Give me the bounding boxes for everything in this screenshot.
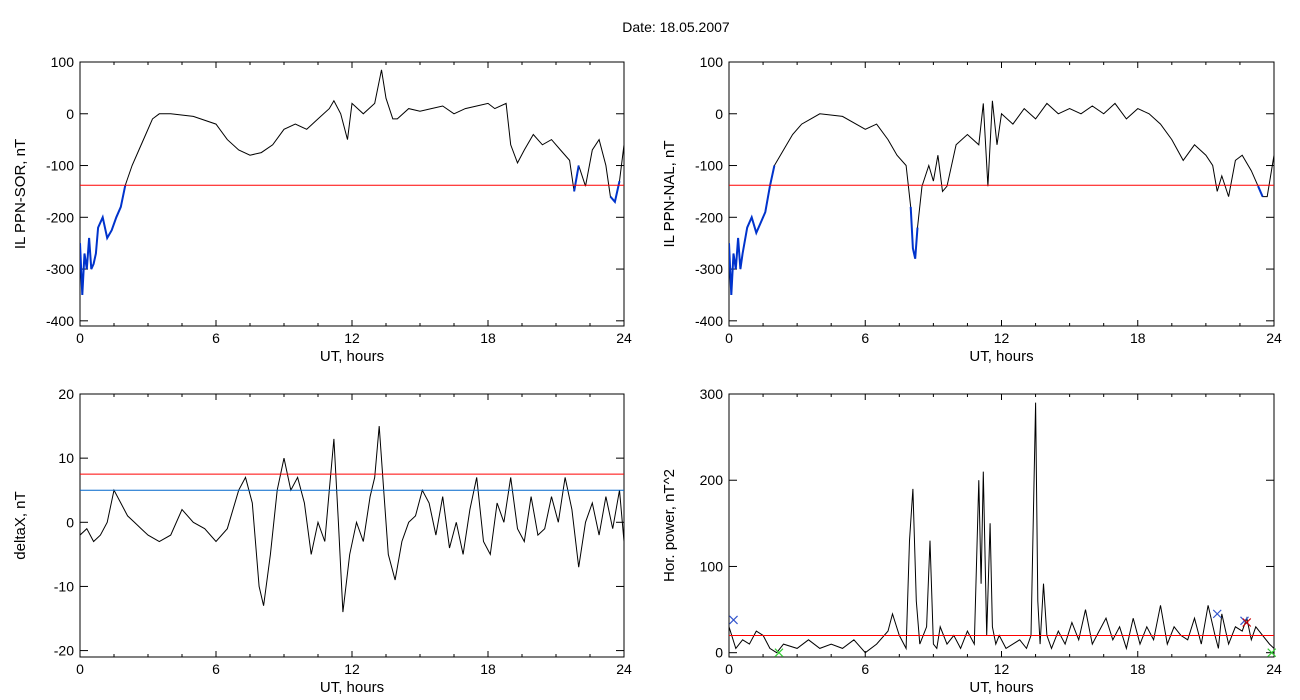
y-tick-label: 300 bbox=[700, 386, 724, 402]
highlight-segment bbox=[1257, 185, 1264, 197]
y-tick-label: -400 bbox=[695, 313, 723, 329]
x-tick-label: 12 bbox=[344, 661, 360, 677]
highlight-segment bbox=[573, 165, 580, 192]
x-axis-label: UT, hours bbox=[320, 348, 384, 365]
series-line bbox=[729, 402, 1274, 654]
x-tick-label: 24 bbox=[616, 661, 632, 677]
x-tick-label: 6 bbox=[212, 330, 220, 346]
x-tick-label: 12 bbox=[994, 661, 1010, 677]
figure-title: Date: 18.05.2007 bbox=[622, 19, 730, 35]
series-line bbox=[80, 426, 624, 613]
marker-cross bbox=[1242, 618, 1252, 627]
y-tick-label: -300 bbox=[46, 261, 74, 277]
plot-frame bbox=[79, 61, 625, 327]
y-axis-label: IL PPN-SOR, nT bbox=[12, 139, 29, 249]
plot-frame bbox=[728, 393, 1275, 658]
y-tick-label: 100 bbox=[700, 54, 724, 70]
x-tick-label: 6 bbox=[861, 330, 869, 346]
x-tick-label: 6 bbox=[212, 661, 220, 677]
y-tick-label: 10 bbox=[58, 450, 74, 466]
y-tick-label: -200 bbox=[695, 209, 723, 225]
chart-ppn-nal: 0 6 12 18 24 100 0 -100 -200 -300 -400 UT, hours IL … bbox=[661, 54, 1282, 365]
y-axis-label: Hor. power, nT^2 bbox=[661, 469, 678, 582]
highlight-segment bbox=[609, 180, 621, 204]
x-tick-label: 6 bbox=[861, 661, 869, 677]
y-tick-label: 200 bbox=[700, 472, 724, 488]
y-axis-label: deltaX, nT bbox=[12, 491, 29, 559]
x-axis-label: UT, hours bbox=[969, 348, 1033, 365]
y-axis-label: IL PPN-NAL, nT bbox=[661, 141, 678, 248]
y-tick-label: -200 bbox=[46, 209, 74, 225]
highlight-segment bbox=[729, 165, 776, 295]
y-tick-label: 0 bbox=[66, 514, 74, 530]
plot-frame bbox=[728, 61, 1275, 327]
x-axis-label: UT, hours bbox=[320, 679, 384, 696]
y-tick-label: -10 bbox=[54, 578, 74, 594]
highlight-segment bbox=[909, 206, 919, 259]
y-tick-label: -400 bbox=[46, 313, 74, 329]
x-tick-label: 24 bbox=[1266, 330, 1282, 346]
y-tick-label: -100 bbox=[695, 158, 723, 174]
chart-ppn-sor: 0 6 12 18 24 100 0 -100 -200 -300 -400 UT, hours IL … bbox=[12, 54, 632, 365]
y-tick-label: 0 bbox=[715, 645, 723, 661]
chart-deltax: 0 6 12 18 24 20 10 0 -10 -20 UT, hours deltaX, nT bbox=[12, 386, 632, 696]
x-tick-label: 18 bbox=[1130, 330, 1146, 346]
x-tick-label: 24 bbox=[1266, 661, 1282, 677]
marker-cross bbox=[1212, 609, 1222, 619]
x-tick-label: 24 bbox=[616, 330, 632, 346]
x-tick-label: 12 bbox=[994, 330, 1010, 346]
y-tick-label: 0 bbox=[715, 106, 723, 122]
x-tick-label: 18 bbox=[1130, 661, 1146, 677]
y-tick-label: 20 bbox=[58, 386, 74, 402]
marker-cross bbox=[774, 648, 784, 658]
chart-horizontal-power: 0 6 12 18 24 300 200 100 0 UT, hours Hor. power, n… bbox=[661, 386, 1282, 696]
y-tick-label: -20 bbox=[54, 643, 74, 659]
marker-cross bbox=[1267, 648, 1277, 658]
x-tick-label: 12 bbox=[344, 330, 360, 346]
x-tick-label: 0 bbox=[76, 661, 84, 677]
marker-cross bbox=[729, 615, 738, 625]
y-tick-label: -300 bbox=[695, 261, 723, 277]
y-tick-label: 100 bbox=[51, 54, 75, 70]
y-tick-label: 100 bbox=[700, 558, 724, 574]
x-tick-label: 0 bbox=[76, 330, 84, 346]
y-tick-label: -100 bbox=[46, 158, 74, 174]
series-line bbox=[729, 100, 1274, 295]
highlight-segment bbox=[80, 184, 127, 295]
x-tick-label: 0 bbox=[725, 330, 733, 346]
y-tick-label: 0 bbox=[66, 106, 74, 122]
plot-frame bbox=[79, 393, 625, 658]
x-tick-label: 0 bbox=[725, 661, 733, 677]
x-axis-label: UT, hours bbox=[969, 679, 1033, 696]
series-line bbox=[80, 69, 624, 295]
x-tick-label: 18 bbox=[480, 330, 496, 346]
x-tick-label: 18 bbox=[480, 661, 496, 677]
